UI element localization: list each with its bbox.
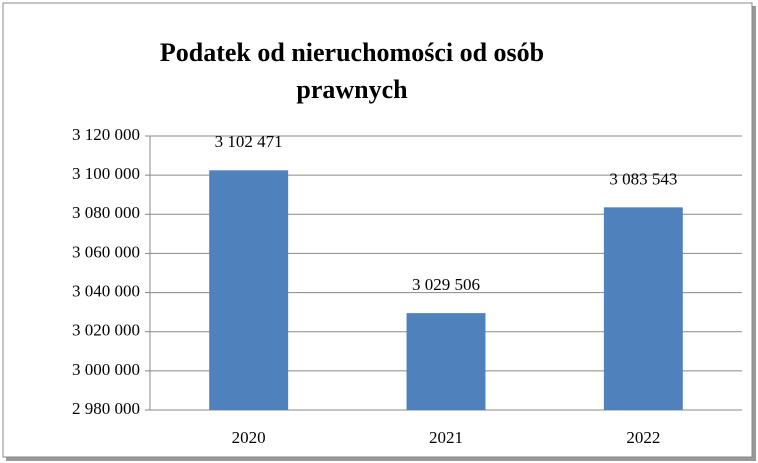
y-tick-label: 2 980 000	[72, 399, 140, 418]
value-label: 3 083 543	[609, 169, 677, 188]
y-tick-label: 3 120 000	[72, 125, 140, 144]
bar	[406, 313, 486, 410]
y-tick-label: 3 060 000	[72, 242, 140, 261]
bar	[603, 207, 683, 410]
x-tick-label: 2022	[626, 428, 660, 447]
y-tick-label: 3 080 000	[72, 203, 140, 222]
y-tick-label: 3 040 000	[72, 281, 140, 300]
y-tick-label: 3 000 000	[72, 360, 140, 379]
y-tick-label: 3 100 000	[72, 164, 140, 183]
y-tick-label: 3 020 000	[72, 321, 140, 340]
chart-title: Podatek od nieruchomości od osób prawnyc…	[159, 38, 545, 104]
bar	[209, 170, 289, 410]
x-tick-label: 2020	[232, 428, 266, 447]
value-label: 3 102 471	[215, 132, 283, 151]
x-tick-label: 2021	[429, 428, 463, 447]
value-label: 3 029 506	[412, 275, 480, 294]
